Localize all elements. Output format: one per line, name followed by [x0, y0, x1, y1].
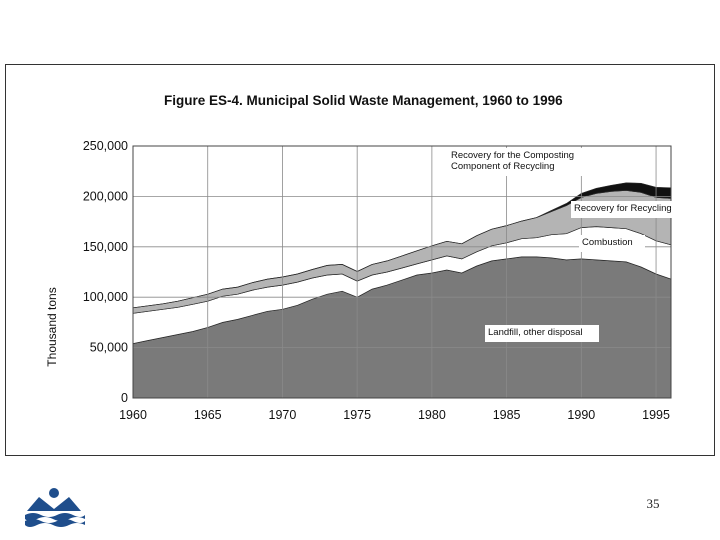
- slide-number: 35: [646, 496, 660, 511]
- annotation-box-4: [485, 325, 599, 342]
- annotation-label-1-line-1: Recovery for the Composting: [451, 150, 574, 161]
- x-tick-label-4: 1975: [343, 408, 371, 422]
- y-axis-label: Thousand tons: [45, 287, 59, 366]
- annotation-label-2-line-1: Recovery for Recycling: [574, 203, 672, 214]
- chart-title: Figure ES-4. Municipal Solid Waste Manag…: [164, 93, 563, 108]
- x-tick-label-6: 1985: [493, 408, 521, 422]
- annotation-label-4-line-1: Landfill, other disposal: [488, 327, 583, 338]
- x-tick-label-2: 1965: [194, 408, 222, 422]
- x-tick-label-8: 1995: [642, 408, 670, 422]
- organization-logo-icon: [23, 487, 85, 532]
- annotation-label-1-line-2: Component of Recycling: [451, 161, 555, 172]
- annotation-box-2: [571, 201, 695, 218]
- x-tick-label-5: 1980: [418, 408, 446, 422]
- annotation-box-3: [579, 235, 645, 252]
- chart: Figure ES-4. Municipal Solid Waste Manag…: [45, 93, 695, 422]
- x-tick-label-3: 1970: [269, 408, 297, 422]
- annotation-label-3-line-1: Combustion: [582, 237, 633, 248]
- y-tick-label-3: 100,000: [83, 290, 128, 304]
- y-tick-label-4: 150,000: [83, 240, 128, 254]
- plot-border: [132, 145, 672, 399]
- y-tick-label-6: 250,000: [83, 139, 128, 153]
- figure-frame: Figure ES-4. Municipal Solid Waste Manag…: [5, 64, 715, 456]
- y-tick-label-2: 50,000: [90, 341, 128, 355]
- x-tick-label-7: 1990: [567, 408, 595, 422]
- y-tick-label-1: 0: [121, 391, 128, 405]
- x-tick-label-1: 1960: [119, 408, 147, 422]
- y-tick-label-5: 200,000: [83, 189, 128, 203]
- annotation-box-1: [448, 148, 598, 176]
